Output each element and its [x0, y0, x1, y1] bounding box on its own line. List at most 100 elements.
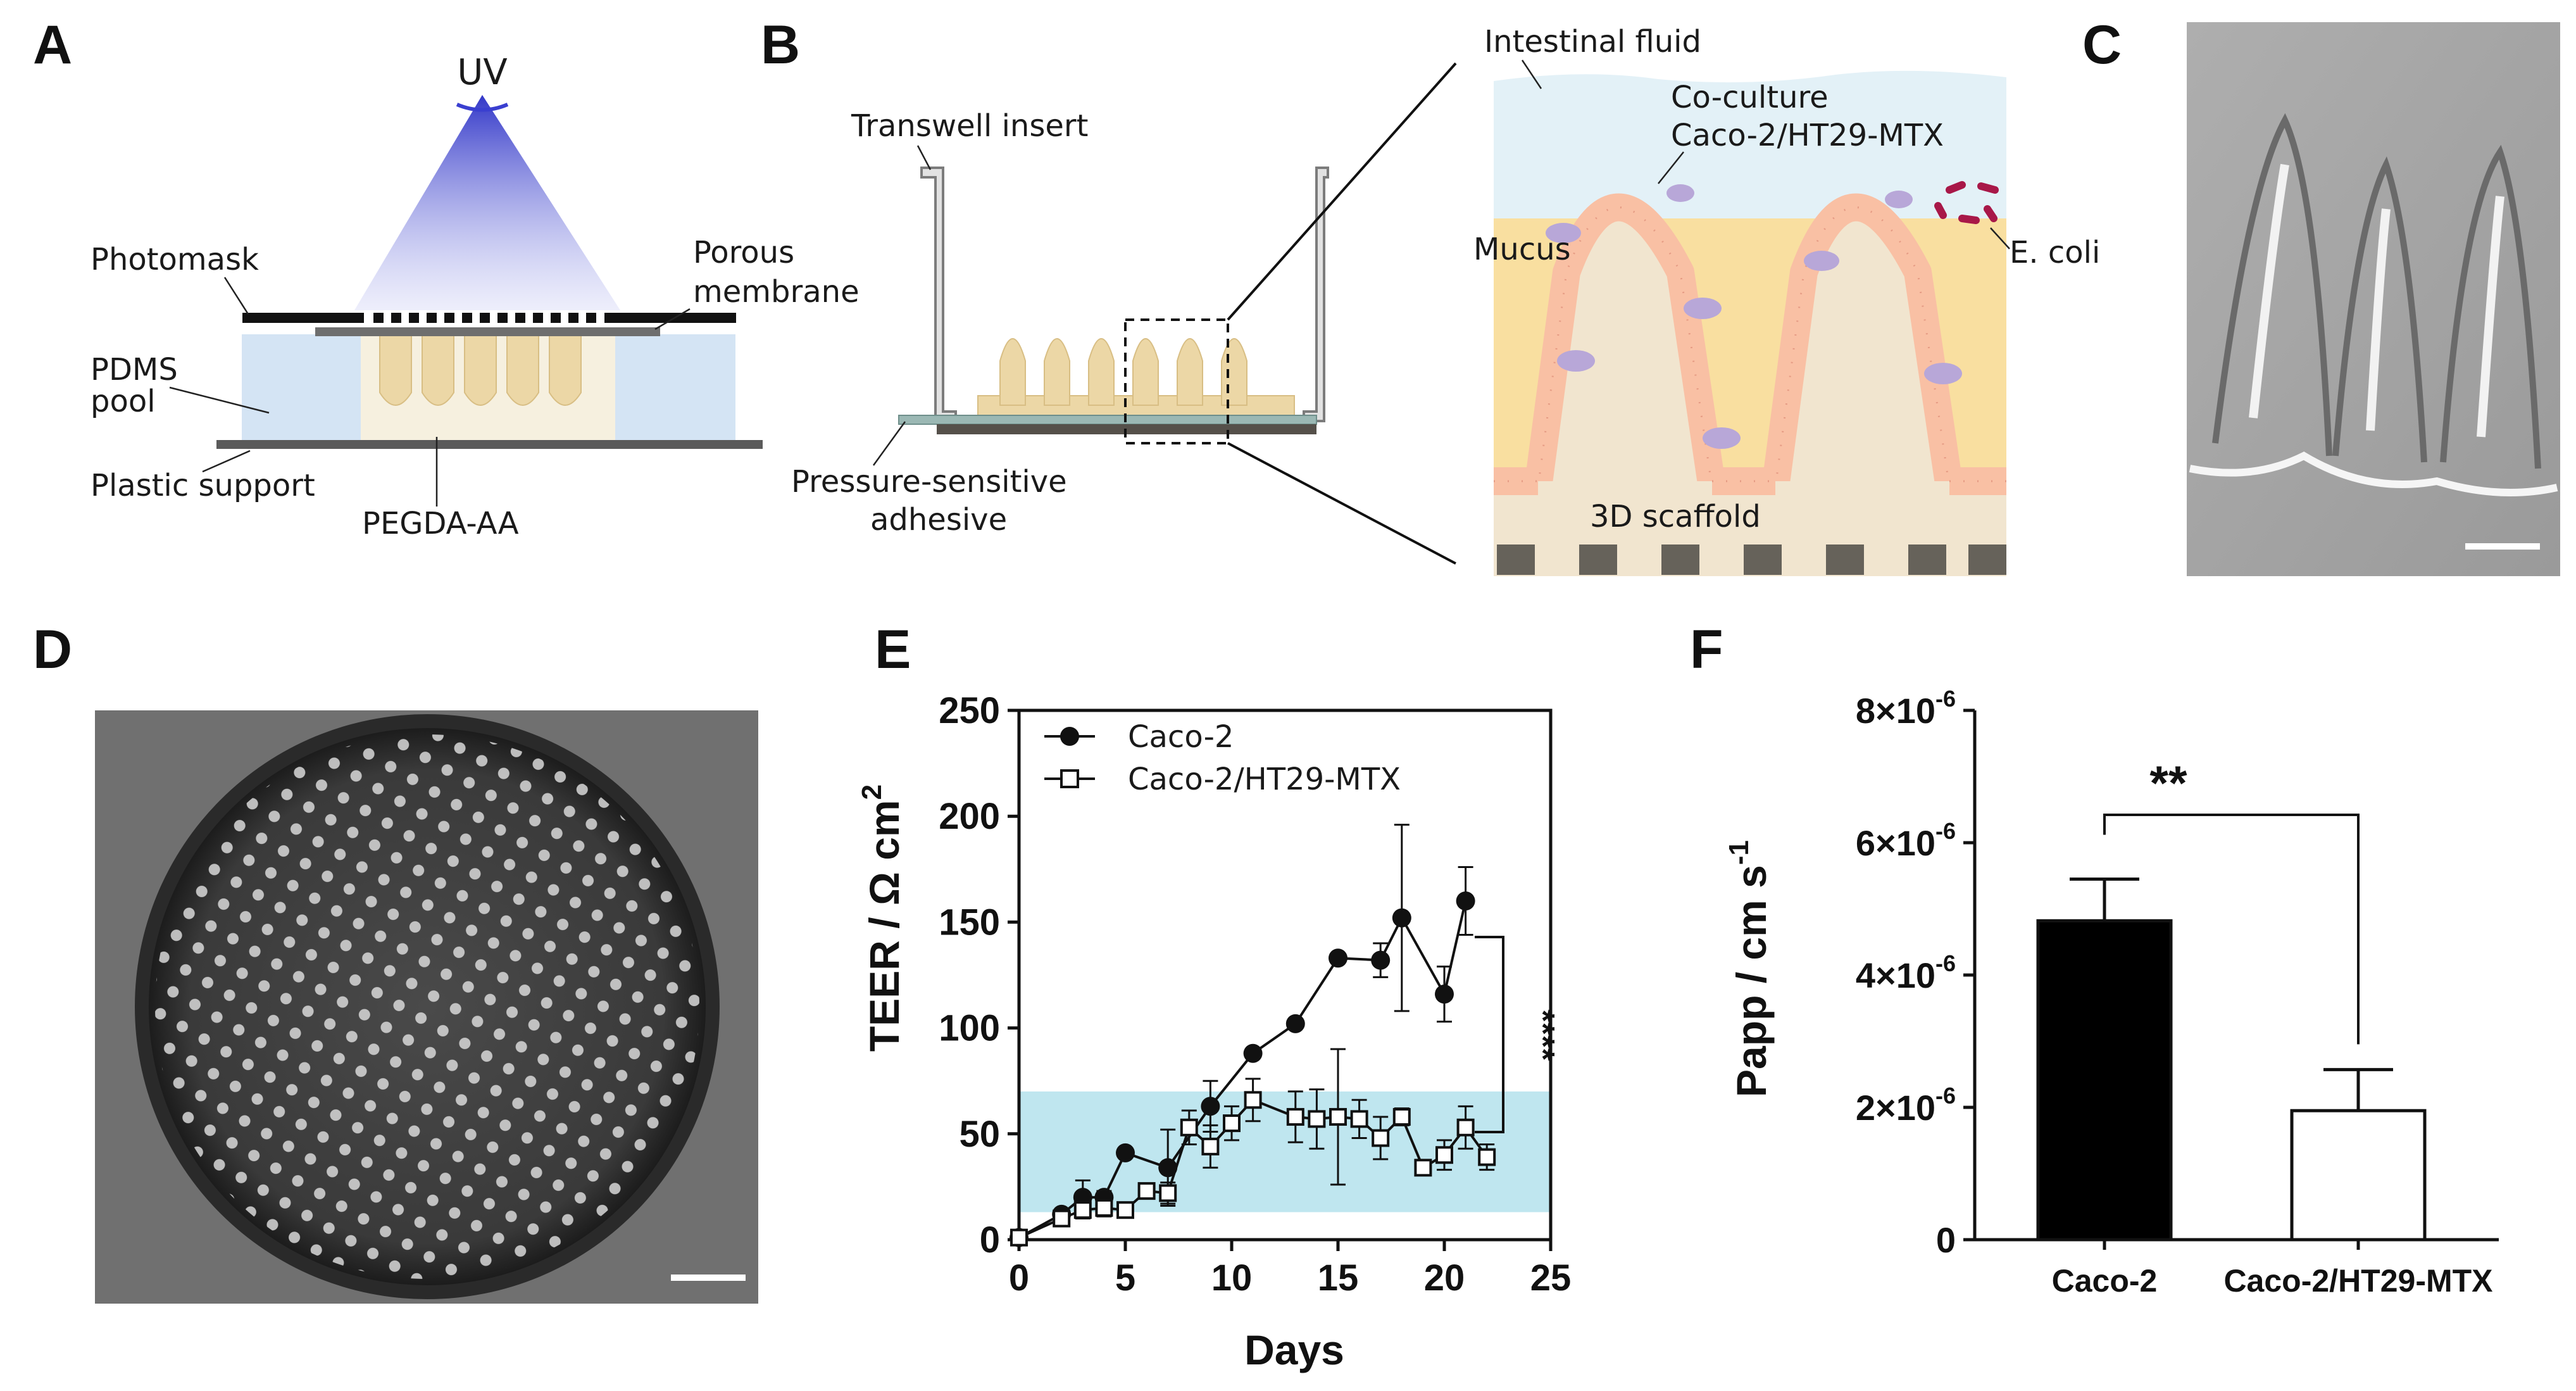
panel-a: A UV — [33, 15, 860, 541]
papp-significance: ** — [2149, 757, 2187, 810]
coculture-point — [1456, 1118, 1475, 1136]
caco2-point — [1456, 891, 1475, 910]
teer-frame — [1017, 708, 1553, 1242]
y-tick-label: 150 — [939, 902, 1000, 943]
teer-significance: **** — [1524, 1010, 1561, 1062]
fluid-leader — [1521, 60, 1542, 89]
micrograph-c-base — [2189, 451, 2558, 496]
caco2-point — [1285, 1014, 1305, 1033]
legend-marker-coculture — [1060, 769, 1079, 788]
coculture-point — [1392, 1108, 1411, 1126]
papp-y-tick-label: 4×10-6 — [1856, 950, 1956, 995]
coculture-label-1: Co-culture — [1671, 80, 1829, 115]
coculture-point — [1414, 1159, 1432, 1177]
transwell-label: Transwell insert — [851, 108, 1088, 144]
photomask-leader — [223, 277, 249, 315]
pdms-leader — [169, 386, 270, 414]
coculture-point — [1435, 1146, 1453, 1164]
x-tick-label: 5 — [1115, 1257, 1135, 1299]
plastic-support — [216, 440, 763, 449]
panel-a-letter: A — [33, 15, 72, 75]
y-tick-label: 200 — [939, 796, 1000, 837]
panel-c: C — [2082, 15, 2560, 576]
goblet-cells — [1546, 184, 1962, 449]
coculture-label-2: Caco-2/HT29-MTX — [1671, 118, 1944, 153]
panel-f: F 02×10-64×10-66×10-68×10-6 Caco-2 Caco-2… — [1690, 619, 2499, 1299]
x-tick-label: 15 — [1318, 1257, 1359, 1299]
zoom-detail: Intestinal fluid Co-culture Caco-2/HT29-… — [1473, 24, 2100, 576]
y-tick-label: 0 — [980, 1219, 1000, 1261]
coculture-point — [1223, 1114, 1241, 1133]
legend-label-caco2: Caco-2 — [1128, 719, 1234, 755]
villi-b — [977, 338, 1295, 422]
papp-plot: Caco-2 Caco-2/HT29-MTX — [2036, 877, 2493, 1299]
micrograph-c-villi — [2212, 113, 2541, 469]
epithelium-1 — [1524, 193, 1726, 490]
panel-d-letter: D — [33, 619, 72, 680]
panel-d: D — [33, 619, 758, 1304]
caco2-point — [1329, 948, 1347, 968]
coculture-point — [1308, 1110, 1326, 1128]
x-tick-label: 25 — [1530, 1257, 1572, 1299]
coculture-point — [1095, 1199, 1113, 1217]
adhesive-label-2: adhesive — [870, 502, 1007, 538]
teer-x-axis-label: Days — [1244, 1326, 1344, 1373]
uv-beam — [354, 95, 620, 310]
caco2-point — [1371, 950, 1391, 970]
coculture-point — [1329, 1108, 1347, 1126]
zoom-box — [1124, 318, 1229, 444]
papp-significance-bracket — [2103, 814, 2360, 1045]
caco2-point — [1158, 1158, 1178, 1178]
papp-y-axis-label: Papp / cm s-1 — [1723, 840, 1775, 1097]
y-tick-label: 100 — [939, 1008, 1000, 1049]
pegda-label: PEGDA-AA — [362, 506, 519, 541]
x-tick-label: 0 — [1009, 1257, 1029, 1299]
adhesive-layer — [898, 415, 1317, 425]
ecoli-leader — [1990, 227, 2010, 249]
scaffold3d-label: 3D scaffold — [1590, 499, 1761, 534]
papp-y-tick-label: 2×10-6 — [1856, 1083, 1956, 1128]
legend-marker-caco2 — [1060, 727, 1079, 746]
adhesive-label-1: Pressure-sensitive — [791, 464, 1067, 500]
scale-bar-d — [671, 1275, 746, 1281]
teer-significance-bracket — [1475, 936, 1504, 1133]
x-tick-label: 20 — [1424, 1257, 1465, 1299]
scaffold-pores — [1497, 544, 2006, 575]
panel-c-letter: C — [2082, 15, 2122, 75]
pdms-label-1: PDMS — [91, 352, 178, 387]
uv-label: UV — [457, 52, 507, 93]
panel-e-letter: E — [875, 619, 911, 680]
coculture-point — [1159, 1184, 1177, 1202]
transwell-leader — [916, 145, 932, 170]
panel-b-letter: B — [761, 15, 800, 75]
y-tick-label: 50 — [959, 1114, 1000, 1155]
caco2-point — [1392, 908, 1411, 928]
teer-plot — [1010, 824, 1496, 1247]
coculture-point — [1244, 1091, 1262, 1109]
x-tick-label: 10 — [1211, 1257, 1253, 1299]
uv-source-arc — [456, 103, 509, 112]
teer-legend: Caco-2 Caco-2/HT29-MTX — [1044, 719, 1401, 797]
ecoli — [1934, 181, 1999, 224]
porous-membrane — [315, 327, 660, 336]
ecoli-label: E. coli — [2010, 235, 2100, 270]
papp-category-label: Caco-2 — [2052, 1263, 2158, 1299]
papp-y-tick-label: 6×10-6 — [1856, 818, 1956, 863]
coculture-point — [1180, 1118, 1198, 1136]
coculture-point — [1010, 1228, 1028, 1247]
papp-category-label: Caco-2/HT29-MTX — [2223, 1263, 2492, 1299]
mucus-label: Mucus — [1473, 232, 1571, 267]
coculture-point — [1053, 1209, 1071, 1228]
villi-a — [379, 332, 582, 406]
coculture-point — [1137, 1182, 1156, 1200]
coculture-point — [1116, 1201, 1134, 1219]
panel-b: B Transwell insert Pressure-sensitive ad… — [761, 15, 2100, 576]
pdms-label-2: pool — [91, 384, 156, 419]
micrograph-c-highlights — [2249, 163, 2504, 437]
adhesive-leader — [872, 421, 906, 466]
zoom-line-bottom — [1227, 442, 1456, 565]
papp-bar — [2036, 919, 2173, 1242]
